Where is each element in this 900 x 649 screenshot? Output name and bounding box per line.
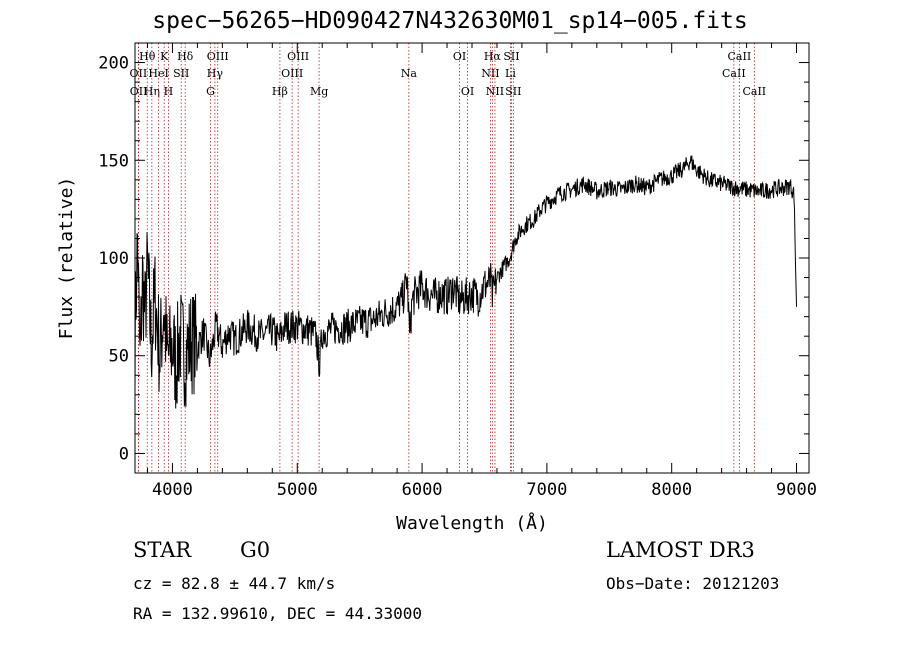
line-label-23: SII <box>503 50 519 63</box>
coordinates-text: RA = 132.99610, DEC = 44.33000 <box>133 604 422 623</box>
x-axis-label: Wavelength (Å) <box>396 512 548 534</box>
y-axis-label: Flux (relative) <box>56 177 77 340</box>
line-label-3: OII <box>130 85 148 98</box>
line-label-8: Hδ <box>177 50 194 63</box>
x-tick-label: 6000 <box>402 480 443 500</box>
object-subclass: G0 <box>240 538 271 562</box>
obs-date-text: Obs−Date: 20121203 <box>606 574 780 593</box>
y-tick-label: 200 <box>98 54 129 74</box>
line-label-18: OI <box>461 85 474 98</box>
line-label-11: G <box>206 85 215 98</box>
line-label-9: OIII <box>207 50 229 63</box>
line-label-14: OIII <box>287 50 309 63</box>
line-label-20: Hα <box>484 50 502 63</box>
line-label-12: Hβ <box>272 85 288 98</box>
survey-label: LAMOST DR3 <box>606 538 755 562</box>
line-label-15: Mg <box>310 85 328 98</box>
line-label-21: NII <box>486 85 504 98</box>
y-tick-label: 150 <box>98 151 129 171</box>
x-tick-label: 9000 <box>776 480 817 500</box>
line-label-24: SII <box>505 85 521 98</box>
line-label-16: Na <box>401 67 418 80</box>
object-class: STAR <box>133 538 192 562</box>
line-label-22: Li <box>505 67 516 80</box>
x-tick-label: 7000 <box>526 480 567 500</box>
y-tick-label: 100 <box>98 249 129 269</box>
line-label-6: H <box>164 85 174 98</box>
chart-title: spec−56265−HD090427N432630M01_sp14−005.f… <box>152 8 748 34</box>
spectrum-series-line <box>134 155 797 409</box>
line-label-13: OIII <box>281 67 303 80</box>
line-label-5: K <box>160 50 169 63</box>
line-label-1: Hη <box>144 85 160 98</box>
line-label-27: CaII <box>742 85 766 98</box>
redshift-text: cz = 82.8 ± 44.7 km/s <box>133 574 336 593</box>
y-tick-label: 50 <box>109 347 129 367</box>
plot-frame <box>134 42 810 474</box>
line-label-17: OI <box>453 50 466 63</box>
line-label-19: NII <box>481 67 499 80</box>
line-label-10: Hγ <box>207 67 224 80</box>
y-tick-label: 0 <box>119 444 129 464</box>
line-label-25: CaII <box>722 67 746 80</box>
line-label-4: HeI <box>148 67 168 80</box>
line-label-26: CaII <box>728 50 752 63</box>
line-label-0: Hθ <box>139 50 156 63</box>
x-tick-label: 4000 <box>152 480 193 500</box>
x-tick-label: 5000 <box>277 480 318 500</box>
line-label-2: OII <box>130 67 148 80</box>
x-tick-label: 8000 <box>651 480 692 500</box>
line-label-7: SII <box>173 67 189 80</box>
